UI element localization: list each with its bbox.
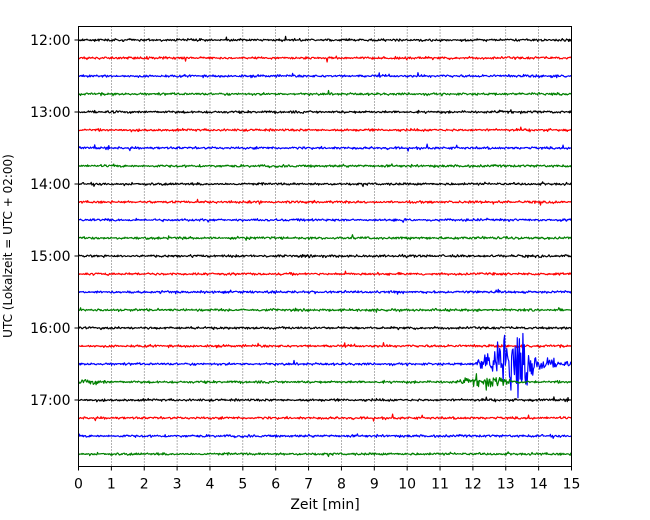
ytick-label-2: 14:00 [30,177,70,193]
trace-row-15 [78,307,572,313]
trace-row-1 [77,55,572,63]
trace-row-16 [77,325,572,331]
trace-row-10 [78,217,572,223]
trace-row-6 [78,143,572,152]
x-axis-ticks: 0 1 2 3 4 5 6 7 8 9 10 11 12 13 14 15 [74,466,581,493]
trace-row-23 [78,451,572,458]
y-axis-label: UTC (Lokalzeit = UTC + 02:00) [1,154,15,338]
seismogram-traces [77,35,573,458]
ytick-label-4: 16:00 [30,321,70,337]
ytick-label-5: 17:00 [30,393,70,409]
trace-row-12 [78,253,572,259]
xtick-label-11: 11 [431,477,449,493]
trace-row-17 [78,342,572,349]
trace-row-20 [78,396,572,403]
xtick-label-6: 6 [271,477,280,493]
trace-row-19 [77,373,572,391]
xtick-label-7: 7 [304,477,313,493]
trace-row-9 [78,198,572,206]
xtick-label-3: 3 [173,477,182,493]
trace-row-3 [77,89,572,97]
trace-row-14 [78,288,572,295]
trace-row-22 [77,433,572,439]
xtick-label-15: 15 [563,477,581,493]
xtick-label-4: 4 [206,477,215,493]
ytick-label-1: 13:00 [30,105,70,121]
xtick-label-14: 14 [530,477,548,493]
trace-row-11 [77,234,572,241]
trace-row-0 [78,35,572,43]
trace-row-8 [77,181,572,188]
trace-row-21 [78,413,572,422]
plot-frame [78,26,572,467]
xtick-label-9: 9 [370,477,379,493]
xtick-label-13: 13 [497,477,515,493]
xtick-label-8: 8 [337,477,346,493]
trace-row-5 [78,126,573,133]
ytick-label-3: 15:00 [30,249,70,265]
xtick-label-10: 10 [398,477,416,493]
vertical-gridlines [111,26,539,467]
trace-row-4 [78,109,572,115]
xtick-label-1: 1 [107,477,116,493]
xtick-label-12: 12 [464,477,482,493]
x-axis-label: Zeit [min] [290,497,359,513]
trace-row-7 [78,163,573,169]
ytick-label-0: 12:00 [30,33,70,49]
xtick-label-0: 0 [74,477,83,493]
xtick-label-2: 2 [140,477,149,493]
trace-row-13 [77,270,572,277]
y-axis-ticks: 12:00 13:00 14:00 15:00 16:00 17:00 [30,33,79,409]
trace-row-2 [78,72,572,79]
xtick-label-5: 5 [238,477,247,493]
trace-row-18 [77,332,573,399]
